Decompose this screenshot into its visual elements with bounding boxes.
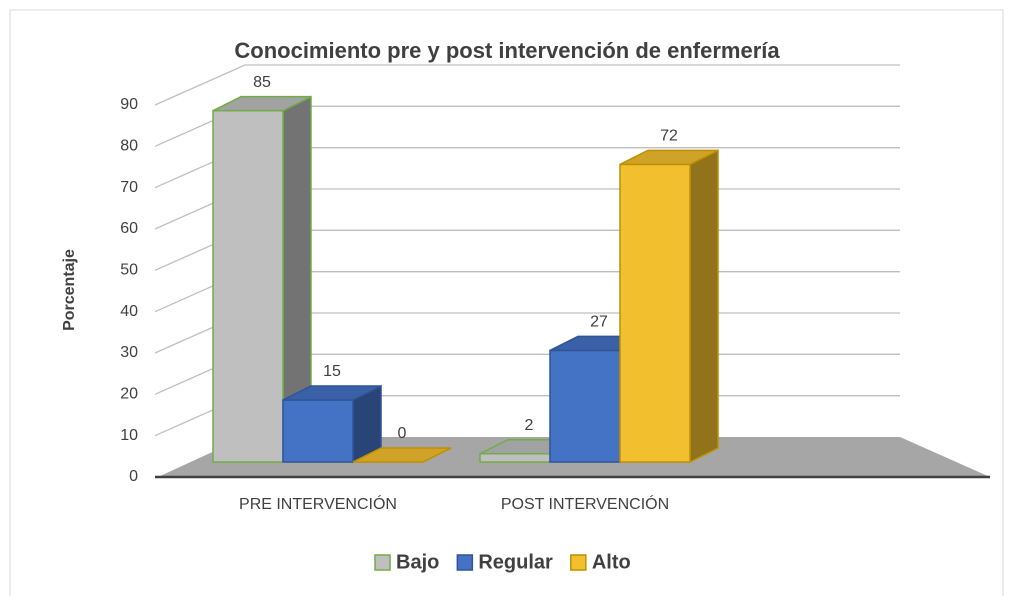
bar-face (212, 95, 312, 112)
legend-label: Regular (478, 551, 553, 573)
bar-face (619, 149, 719, 166)
bar (282, 384, 382, 464)
y-tick-label: 50 (120, 262, 138, 279)
chart-title: Conocimiento pre y post intervención de … (234, 38, 780, 63)
y-tick-label: 10 (120, 427, 138, 444)
legend-label: Bajo (396, 551, 439, 573)
grid-line (154, 64, 900, 106)
value-label: 72 (660, 128, 678, 145)
x-tick-label: PRE INTERVENCIÓN (239, 494, 397, 513)
value-label: 85 (253, 74, 271, 91)
y-tick-label: 30 (120, 344, 138, 361)
bar-face (282, 385, 382, 401)
bar (619, 149, 719, 464)
bar-face (352, 447, 452, 463)
legend-swatch (456, 554, 474, 571)
y-tick-label: 40 (120, 303, 138, 320)
bar (352, 447, 452, 463)
x-tick-label: POST INTERVENCIÓN (501, 494, 669, 513)
bar-face (549, 349, 621, 463)
bar-face (619, 163, 691, 463)
bar-face (689, 149, 719, 464)
legend-swatch (570, 554, 587, 571)
value-label: 15 (323, 363, 341, 380)
value-label: 27 (590, 314, 608, 331)
value-label: 0 (398, 425, 407, 442)
y-axis-label: Porcentaje (61, 249, 78, 331)
bar-face (282, 399, 354, 463)
legend-swatch (374, 554, 391, 571)
y-tick-label: 70 (120, 179, 138, 196)
bar-face (212, 109, 284, 463)
y-tick-label: 20 (120, 386, 138, 403)
legend-label: Alto (592, 551, 631, 573)
y-tick-label: 0 (129, 468, 138, 485)
bar-face (479, 452, 551, 463)
y-tick-label: 90 (120, 96, 138, 113)
value-label: 2 (525, 417, 534, 434)
y-tick-label: 60 (120, 220, 138, 237)
y-tick-label: 80 (120, 138, 138, 155)
